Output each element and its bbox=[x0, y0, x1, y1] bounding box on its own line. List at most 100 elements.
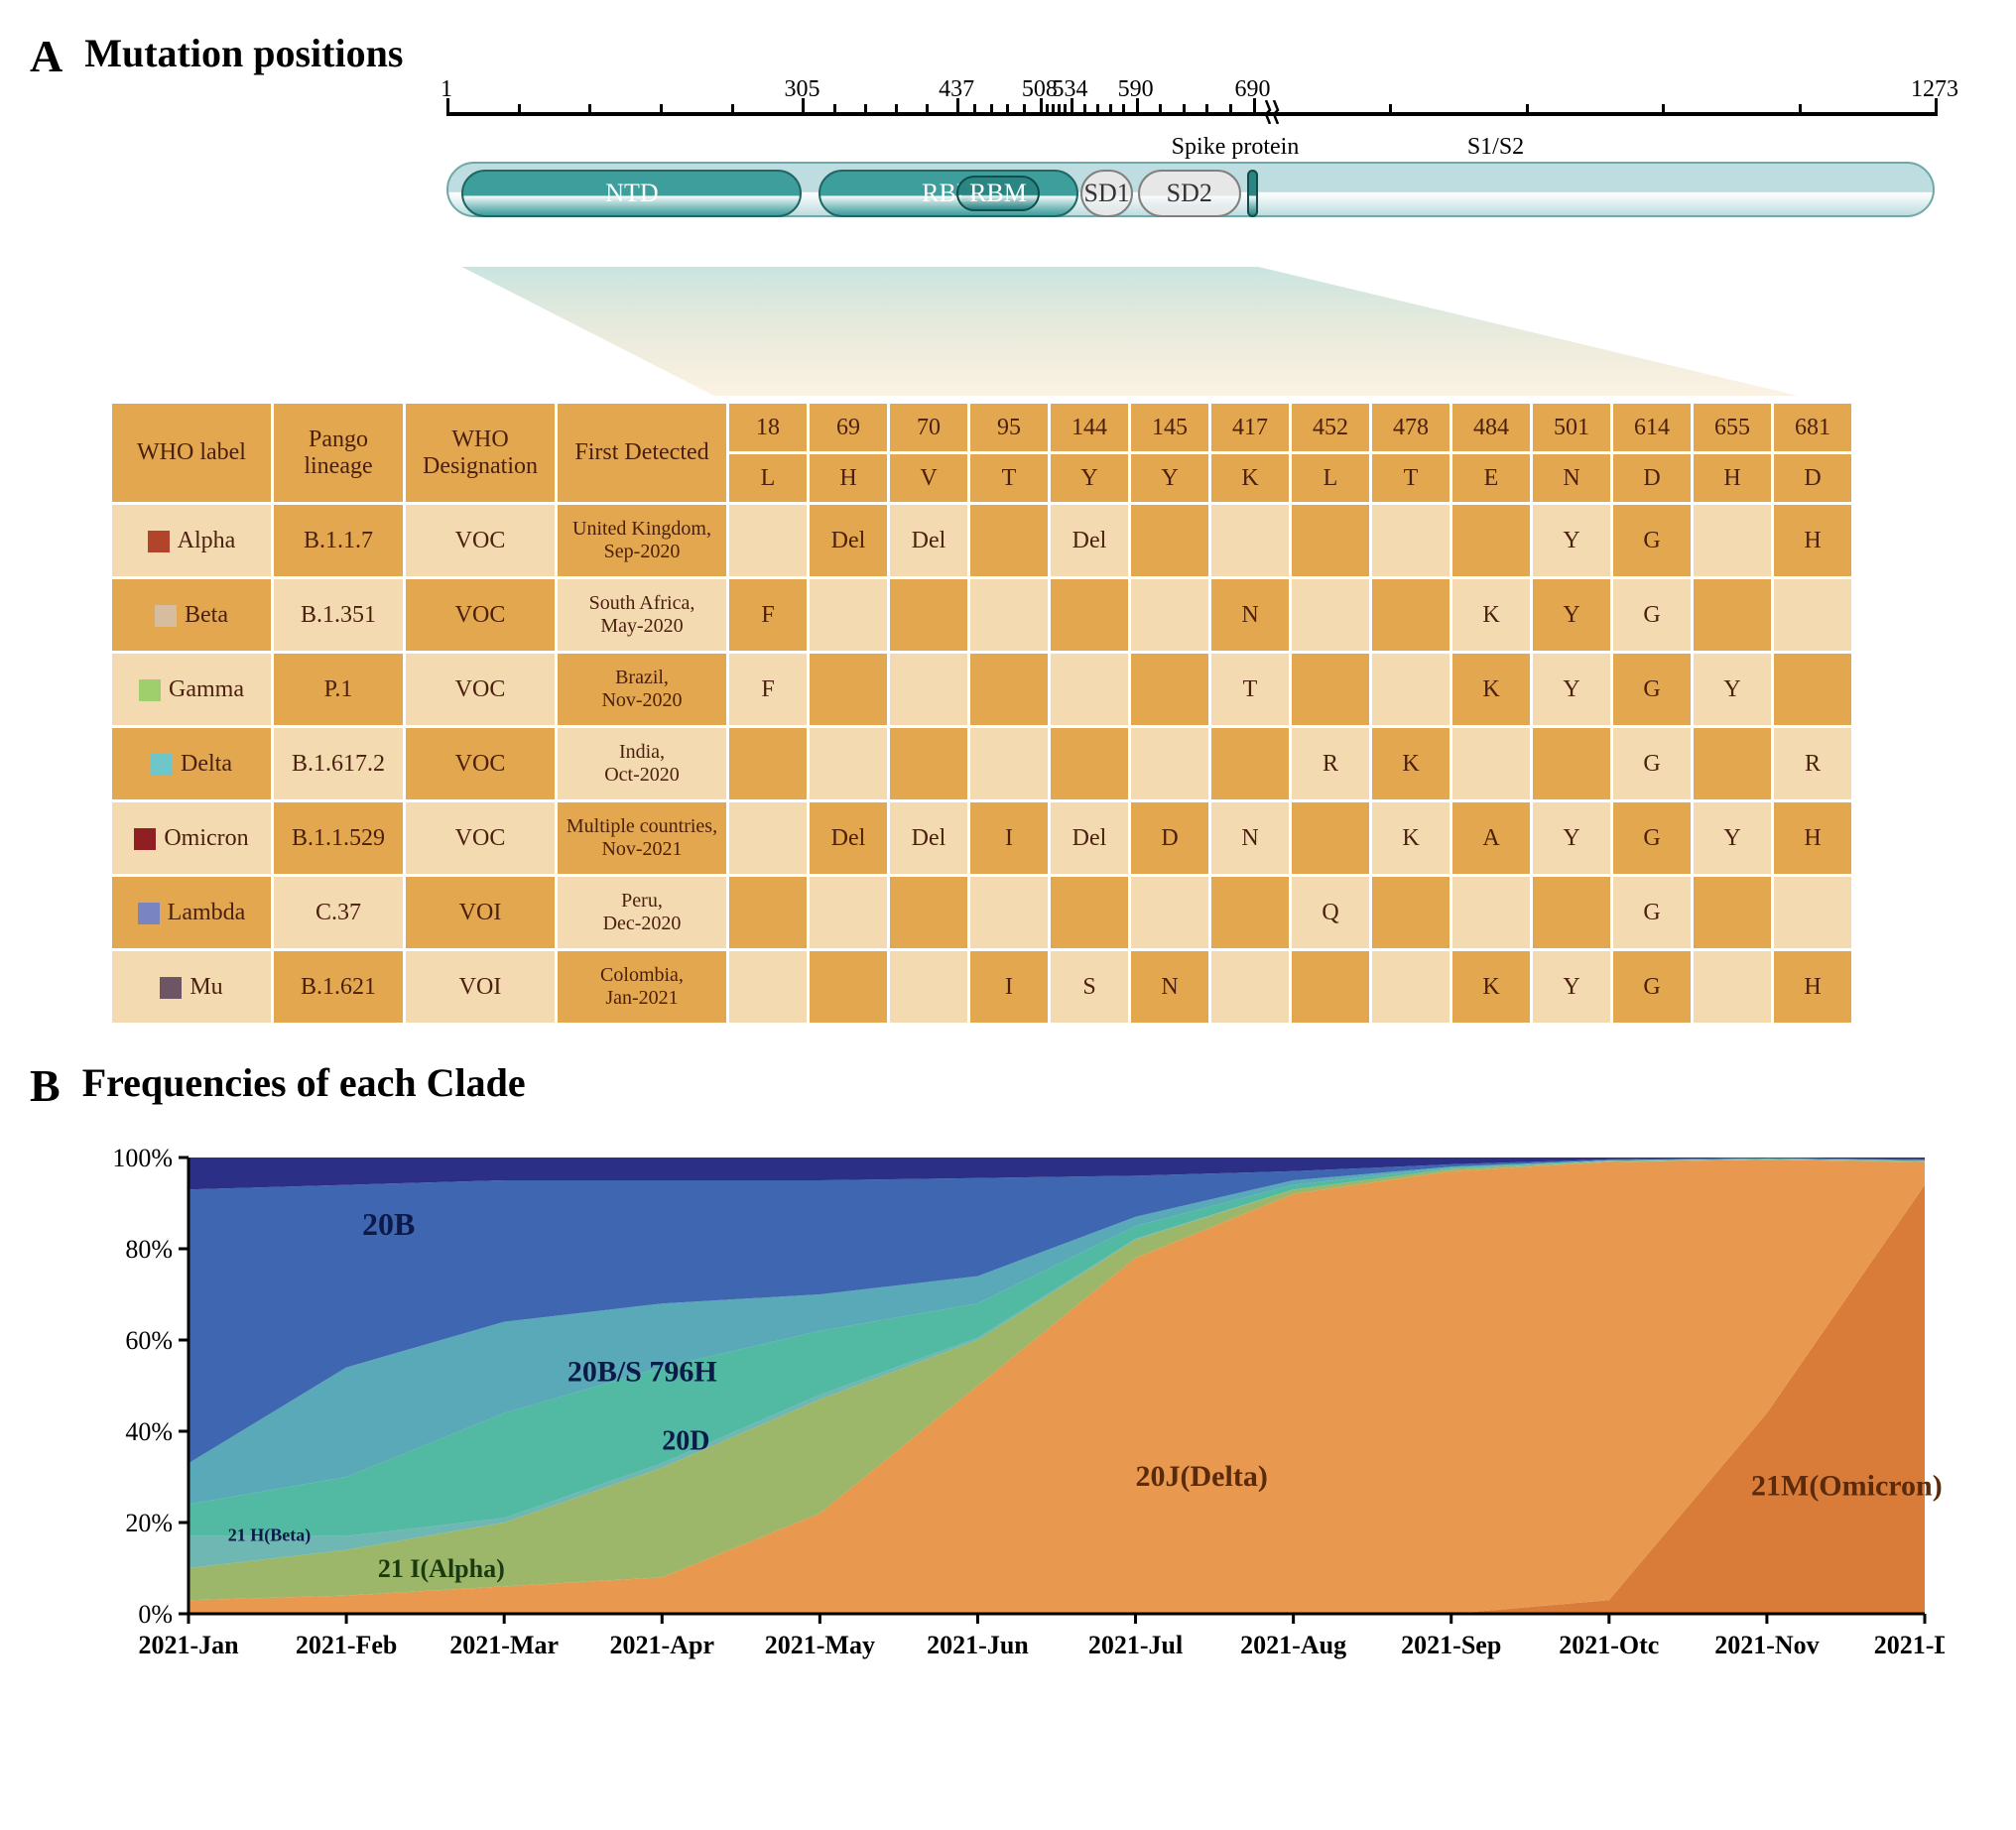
mutation-cell bbox=[969, 504, 1050, 578]
ruler-tick-label: 534 bbox=[1053, 76, 1088, 103]
mutation-cell bbox=[969, 578, 1050, 653]
y-tick-label: 40% bbox=[125, 1417, 173, 1446]
mutation-cell: G bbox=[1612, 801, 1693, 876]
header-position: 484 bbox=[1451, 403, 1532, 453]
clade-annotation: 20B/S 796H bbox=[567, 1355, 717, 1388]
mutation-cell bbox=[1050, 876, 1130, 950]
domain-ntd: NTD bbox=[461, 170, 802, 217]
mutation-cell: D bbox=[1130, 801, 1210, 876]
ruler-tick-label: 690 bbox=[1235, 76, 1271, 103]
variant-meta: VOC bbox=[405, 653, 557, 727]
mutation-cell bbox=[1371, 504, 1451, 578]
mutation-cell: Del bbox=[809, 801, 889, 876]
mutation-cell bbox=[889, 950, 969, 1025]
variant-meta: B.1.621 bbox=[273, 950, 405, 1025]
variant-meta: VOC bbox=[405, 801, 557, 876]
header-position: 18 bbox=[728, 403, 809, 453]
mutation-cell bbox=[1130, 876, 1210, 950]
x-tick-label: 2021-Jan bbox=[138, 1631, 239, 1659]
mutation-cell bbox=[1693, 504, 1773, 578]
domain-rbm: RBM bbox=[956, 176, 1040, 211]
mutation-cell: Q bbox=[1291, 876, 1371, 950]
ruler-tick-label: 305 bbox=[784, 76, 819, 103]
header-wildtype: D bbox=[1773, 453, 1853, 504]
mutation-cell bbox=[1773, 653, 1853, 727]
mutation-cell: N bbox=[1130, 950, 1210, 1025]
mutation-cell bbox=[1050, 727, 1130, 801]
panel-b-label: B bbox=[30, 1059, 61, 1112]
mutation-cell: F bbox=[728, 653, 809, 727]
position-ruler: 13054375085345906901273 bbox=[446, 82, 1935, 138]
mutation-cell bbox=[809, 653, 889, 727]
panel-a-label: A bbox=[30, 30, 63, 82]
mutation-cell bbox=[969, 727, 1050, 801]
mutation-cell bbox=[728, 801, 809, 876]
variant-meta: India,Oct-2020 bbox=[557, 727, 728, 801]
variant-meta: VOC bbox=[405, 504, 557, 578]
variant-meta: C.37 bbox=[273, 876, 405, 950]
y-tick-label: 100% bbox=[112, 1148, 173, 1172]
mutation-cell: Del bbox=[809, 504, 889, 578]
mutation-cell bbox=[889, 578, 969, 653]
header-position: 478 bbox=[1371, 403, 1451, 453]
mutation-table: WHO labelPango lineageWHO DesignationFir… bbox=[109, 401, 1854, 1026]
mutation-cell bbox=[1532, 727, 1612, 801]
header-position: 614 bbox=[1612, 403, 1693, 453]
panel-b: B Frequencies of each Clade 0%20%40%60%8… bbox=[30, 1059, 1986, 1683]
header-position: 655 bbox=[1693, 403, 1773, 453]
variant-meta: United Kingdom,Sep-2020 bbox=[557, 504, 728, 578]
mutation-cell bbox=[889, 653, 969, 727]
header-wildtype: N bbox=[1532, 453, 1612, 504]
mutation-cell bbox=[1130, 727, 1210, 801]
header-wildtype: L bbox=[1291, 453, 1371, 504]
header-meta: WHO label bbox=[111, 403, 273, 504]
variant-meta: VOC bbox=[405, 727, 557, 801]
variant-meta: B.1.1.7 bbox=[273, 504, 405, 578]
mutation-cell bbox=[889, 876, 969, 950]
mutation-cell: G bbox=[1612, 876, 1693, 950]
variant-meta: VOI bbox=[405, 876, 557, 950]
mutation-cell bbox=[1130, 578, 1210, 653]
s1s2-label: S1/S2 bbox=[1467, 134, 1524, 161]
header-position: 501 bbox=[1532, 403, 1612, 453]
x-tick-label: 2021-Apr bbox=[610, 1631, 714, 1659]
header-wildtype: V bbox=[889, 453, 969, 504]
mutation-cell: G bbox=[1612, 578, 1693, 653]
mutation-cell bbox=[1693, 727, 1773, 801]
variant-label: Delta bbox=[111, 727, 273, 801]
clade-annotation: 21M(Omicron) bbox=[1751, 1469, 1943, 1502]
mutation-cell: Y bbox=[1532, 801, 1612, 876]
header-position: 452 bbox=[1291, 403, 1371, 453]
variant-meta: Multiple countries,Nov-2021 bbox=[557, 801, 728, 876]
variant-label: Alpha bbox=[111, 504, 273, 578]
mutation-cell bbox=[1773, 578, 1853, 653]
x-tick-label: 2021-Jul bbox=[1088, 1631, 1183, 1659]
x-tick-label: 2021-Nov bbox=[1714, 1631, 1819, 1659]
spike-protein-label: Spike protein bbox=[1172, 134, 1300, 161]
mutation-cell bbox=[1693, 578, 1773, 653]
mutation-cell bbox=[1773, 876, 1853, 950]
mutation-cell bbox=[1371, 876, 1451, 950]
domain-sd1: SD1 bbox=[1080, 170, 1133, 217]
variant-label: Omicron bbox=[111, 801, 273, 876]
panel-b-title: Frequencies of each Clade bbox=[82, 1059, 526, 1106]
ruler-tick-label: 590 bbox=[1118, 76, 1154, 103]
header-wildtype: D bbox=[1612, 453, 1693, 504]
mutation-cell bbox=[728, 950, 809, 1025]
mutation-cell: N bbox=[1210, 801, 1291, 876]
domain-sd2: SD2 bbox=[1138, 170, 1241, 217]
header-meta: Pango lineage bbox=[273, 403, 405, 504]
variant-label: Beta bbox=[111, 578, 273, 653]
x-tick-label: 2021-Feb bbox=[296, 1631, 398, 1659]
mutation-cell bbox=[809, 950, 889, 1025]
mutation-cell: Y bbox=[1532, 653, 1612, 727]
mutation-cell: F bbox=[728, 578, 809, 653]
mutation-cell: G bbox=[1612, 727, 1693, 801]
header-wildtype: L bbox=[728, 453, 809, 504]
mutation-cell bbox=[728, 504, 809, 578]
mutation-cell bbox=[1371, 578, 1451, 653]
x-tick-label: 2021-Jun bbox=[927, 1631, 1029, 1659]
mutation-cell bbox=[1451, 727, 1532, 801]
clade-annotation: 21 H(Beta) bbox=[228, 1525, 311, 1545]
mutation-cell bbox=[889, 727, 969, 801]
